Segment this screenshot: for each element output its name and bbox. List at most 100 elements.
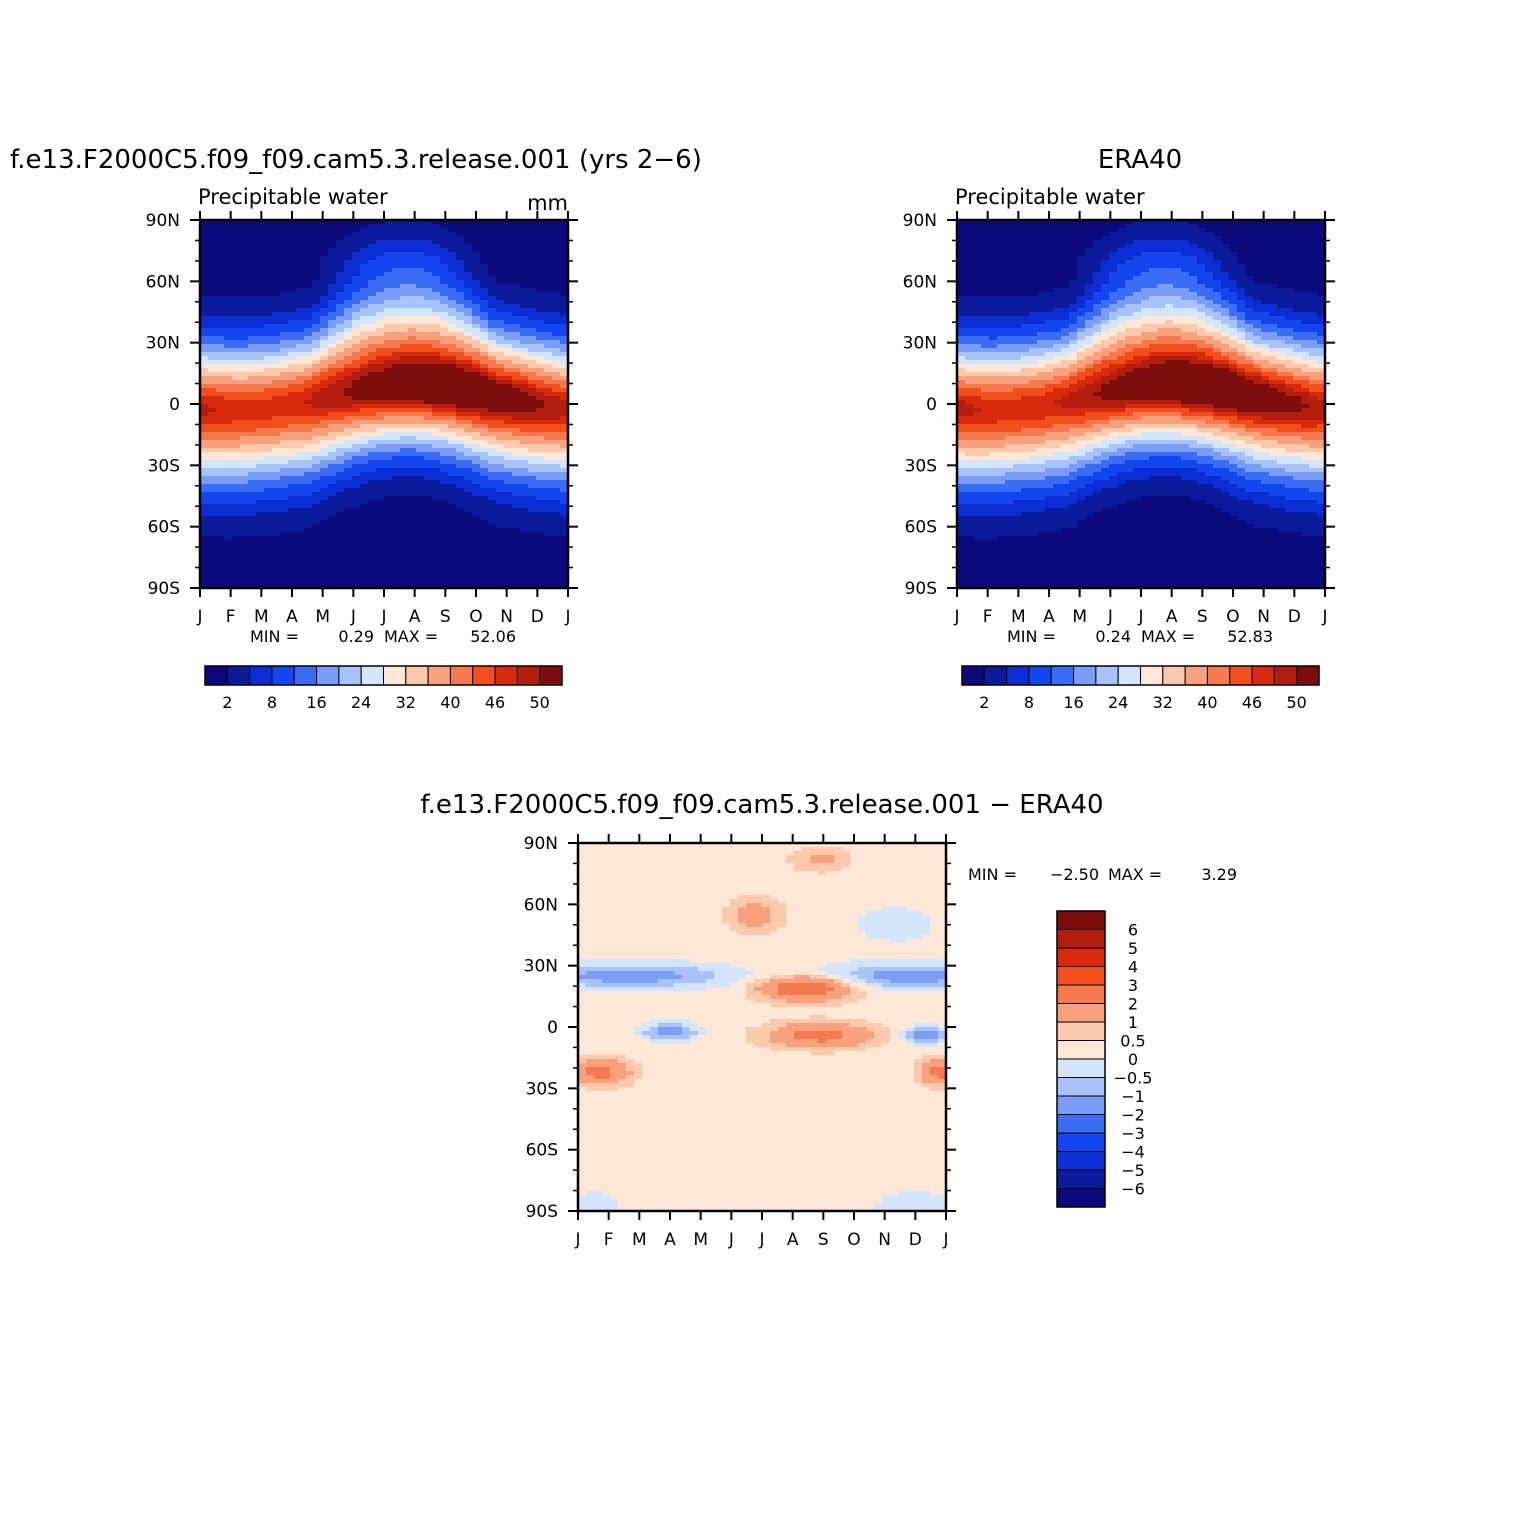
field-cell [997, 528, 1006, 533]
field-cell [312, 312, 321, 317]
field-cell [536, 340, 545, 345]
field-cell [480, 364, 489, 369]
field-cell [424, 584, 433, 588]
field-cell [232, 556, 241, 561]
field-cell [224, 512, 233, 517]
field-cell [368, 532, 377, 537]
field-cell [973, 272, 982, 277]
field-cell [296, 520, 305, 525]
field-cell [488, 520, 497, 525]
field-cell [264, 476, 273, 481]
field-cell [392, 448, 401, 453]
field-cell [424, 528, 433, 533]
field-cell [552, 272, 561, 277]
panel-model-max-value: 52.06 [470, 627, 516, 646]
field-cell [456, 296, 465, 301]
field-cell [504, 232, 513, 237]
field-cell [256, 548, 265, 553]
field-cell [424, 456, 433, 461]
field-cell [280, 584, 289, 588]
field-cell [272, 376, 281, 381]
field-cell [560, 524, 568, 529]
field-cell [480, 356, 489, 361]
field-cell [981, 472, 990, 477]
field-cell [304, 304, 313, 309]
field-cell [224, 548, 233, 553]
field-cell [248, 308, 257, 313]
field-cell [264, 408, 273, 413]
field-cell [552, 532, 561, 537]
field-cell [432, 528, 441, 533]
field-cell [528, 468, 537, 473]
field-cell [344, 296, 353, 301]
field-cell [288, 432, 297, 437]
field-cell [480, 308, 489, 313]
field-cell [344, 220, 353, 225]
field-cell [432, 484, 441, 489]
field-cell [456, 516, 465, 521]
field-cell [957, 408, 966, 413]
field-cell [440, 424, 449, 429]
field-cell [520, 316, 529, 321]
field-cell [224, 448, 233, 453]
field-cell [472, 576, 481, 581]
field-cell [440, 372, 449, 377]
field-cell [240, 332, 249, 337]
field-cell [224, 464, 233, 469]
field-cell [536, 356, 545, 361]
field-cell [520, 516, 529, 521]
field-cell [424, 572, 433, 577]
field-cell [472, 464, 481, 469]
field-cell [520, 300, 529, 305]
field-cell [392, 372, 401, 377]
field-cell [965, 312, 974, 317]
field-cell [520, 292, 529, 297]
field-cell [400, 232, 409, 237]
field-cell [392, 248, 401, 253]
field-cell [989, 544, 998, 549]
field-cell [336, 572, 345, 577]
field-cell [288, 564, 297, 569]
field-cell [312, 444, 321, 449]
field-cell [256, 352, 265, 357]
field-cell [432, 556, 441, 561]
field-cell [344, 332, 353, 337]
field-cell [376, 484, 385, 489]
field-cell [456, 236, 465, 241]
field-cell [504, 260, 513, 265]
field-cell [552, 332, 561, 337]
field-cell [560, 428, 568, 433]
field-cell [512, 400, 521, 405]
field-cell [1005, 384, 1014, 389]
field-cell [272, 392, 281, 397]
field-cell [328, 580, 337, 585]
field-cell [408, 476, 417, 481]
field-cell [480, 332, 489, 337]
field-cell [989, 476, 998, 481]
field-cell [400, 480, 409, 485]
field-cell [989, 564, 998, 569]
field-cell [989, 504, 998, 509]
field-cell [432, 400, 441, 405]
field-cell [520, 476, 529, 481]
field-cell [560, 348, 568, 353]
field-cell [232, 480, 241, 485]
field-cell [472, 572, 481, 577]
field-cell [344, 384, 353, 389]
field-cell [224, 532, 233, 537]
field-cell [544, 420, 553, 425]
field-cell [392, 556, 401, 561]
field-cell [957, 460, 966, 465]
field-cell [320, 460, 329, 465]
field-cell [336, 432, 345, 437]
field-cell [256, 556, 265, 561]
field-cell [216, 288, 225, 293]
field-cell [464, 536, 473, 541]
field-cell [440, 268, 449, 273]
field-cell [536, 360, 545, 365]
field-cell [472, 536, 481, 541]
field-cell [989, 552, 998, 557]
field-cell [504, 444, 513, 449]
x-tick-label: O [469, 607, 482, 627]
field-cell [957, 524, 966, 529]
